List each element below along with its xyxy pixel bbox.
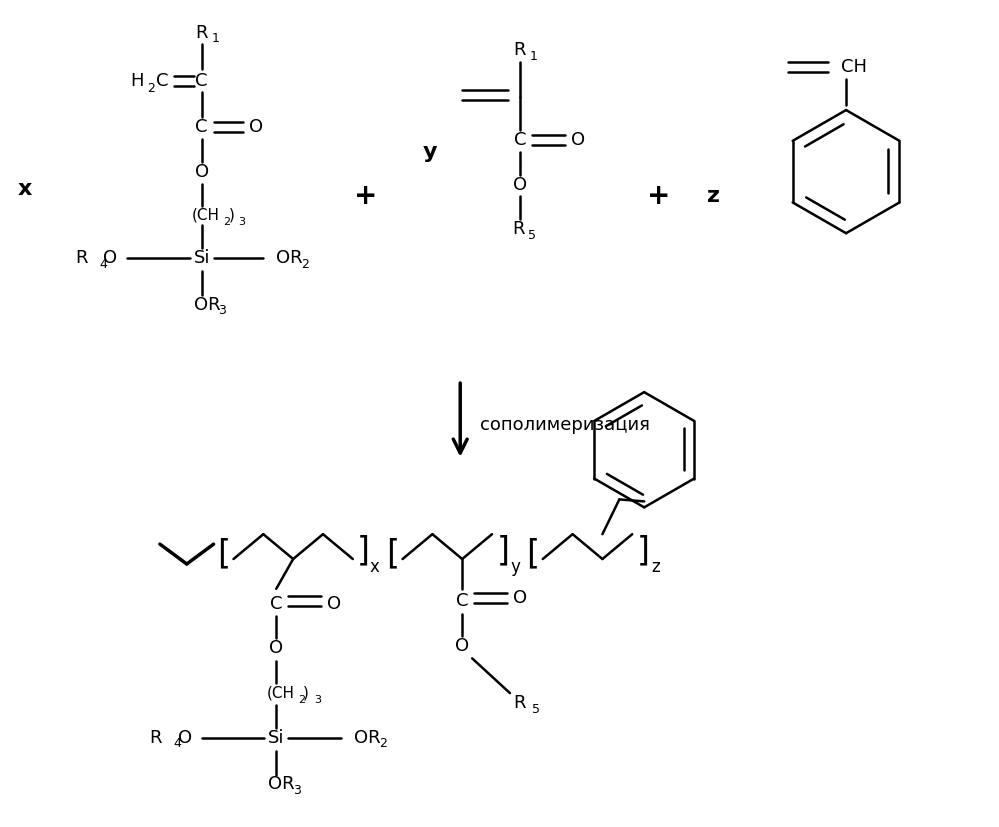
Text: O: O xyxy=(178,729,192,747)
Text: C: C xyxy=(156,72,168,90)
Text: 3: 3 xyxy=(219,304,227,318)
Text: ]: ] xyxy=(636,534,649,567)
Text: O: O xyxy=(570,131,584,149)
Text: 1: 1 xyxy=(529,50,537,63)
Text: (CH: (CH xyxy=(267,686,295,700)
Text: ): ) xyxy=(303,686,309,700)
Text: z: z xyxy=(707,186,720,207)
Text: OR: OR xyxy=(269,776,295,793)
Text: x: x xyxy=(370,558,380,576)
Text: C: C xyxy=(196,118,208,136)
Text: z: z xyxy=(650,558,659,576)
Text: ): ) xyxy=(229,208,235,222)
Text: H: H xyxy=(130,72,144,90)
Text: O: O xyxy=(103,249,117,267)
Text: O: O xyxy=(512,589,526,607)
Text: y: y xyxy=(424,141,438,162)
Text: O: O xyxy=(195,163,209,180)
Text: сополимеризация: сополимеризация xyxy=(481,416,650,434)
Text: [: [ xyxy=(386,538,399,571)
Text: 2: 2 xyxy=(147,82,155,95)
Text: R: R xyxy=(513,694,526,712)
Text: 1: 1 xyxy=(212,32,220,45)
Text: [: [ xyxy=(526,538,539,571)
Text: ]: ] xyxy=(497,534,509,567)
Text: +: + xyxy=(647,183,670,210)
Text: 4: 4 xyxy=(174,737,182,750)
Text: 3: 3 xyxy=(293,784,301,797)
Text: C: C xyxy=(456,592,469,609)
Text: C: C xyxy=(196,72,208,90)
Text: 2: 2 xyxy=(379,737,387,750)
Text: 2: 2 xyxy=(301,257,309,270)
Text: [: [ xyxy=(217,538,230,571)
Text: O: O xyxy=(327,595,341,613)
Text: C: C xyxy=(513,131,526,149)
Text: R: R xyxy=(196,24,208,41)
Text: O: O xyxy=(250,118,264,136)
Text: O: O xyxy=(456,638,470,656)
Text: O: O xyxy=(512,175,526,194)
Text: y: y xyxy=(509,558,519,576)
Text: (CH: (CH xyxy=(192,208,220,222)
Text: Si: Si xyxy=(268,729,285,747)
Text: 2: 2 xyxy=(298,695,306,705)
Text: OR: OR xyxy=(277,249,303,267)
Text: 5: 5 xyxy=(531,702,539,715)
Text: 2: 2 xyxy=(224,218,231,227)
Text: +: + xyxy=(354,183,378,210)
Text: C: C xyxy=(270,595,283,613)
Text: O: O xyxy=(269,639,284,657)
Text: R: R xyxy=(511,220,524,238)
Text: CH: CH xyxy=(841,59,867,76)
Text: 5: 5 xyxy=(527,229,535,241)
Text: 3: 3 xyxy=(314,695,321,705)
Text: R: R xyxy=(75,249,87,267)
Text: Si: Si xyxy=(194,249,210,267)
Text: OR: OR xyxy=(354,729,381,747)
Text: R: R xyxy=(150,729,162,747)
Text: x: x xyxy=(17,179,32,198)
Text: OR: OR xyxy=(194,296,221,313)
Text: 4: 4 xyxy=(99,257,107,270)
Text: R: R xyxy=(513,41,526,60)
Text: ]: ] xyxy=(357,534,370,567)
Text: 3: 3 xyxy=(239,218,246,227)
